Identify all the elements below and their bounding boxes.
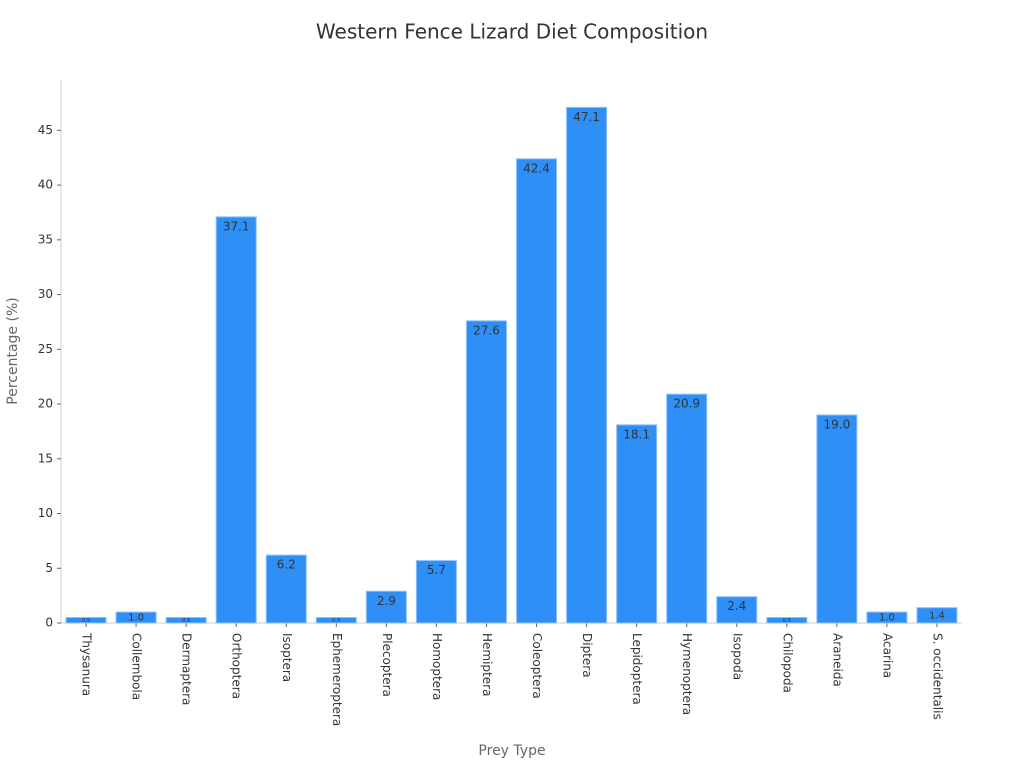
x-tick-label: Plecoptera [380,633,394,697]
value-label: 2.4 [727,599,746,613]
bar [916,607,958,624]
bar [465,320,507,624]
x-tick-label: Lepidoptera [630,633,644,705]
y-tick-label: 30 [38,287,53,301]
x-tick-label: Homoptera [430,633,444,700]
bar [165,617,207,624]
x-tick-label: Dermaptera [180,633,194,705]
x-tick-label: Diptera [580,633,594,678]
y-axis-title: Percentage (%) [5,297,21,404]
x-tick-label: Coleoptera [530,633,544,699]
bar [265,554,307,624]
bar [766,617,808,624]
x-tick-label: Orthoptera [230,633,244,699]
value-label: 47.1 [573,110,600,124]
bar [415,560,457,624]
x-tick-label: Collembola [130,633,144,700]
bar [215,216,257,624]
x-tick-label: Acarina [880,633,894,678]
value-label: 0.5 [332,618,341,624]
y-tick-label: 5 [45,561,53,575]
x-axis-title: Prey Type [478,743,545,759]
value-label: 37.1 [223,219,250,233]
bar [65,617,107,624]
bar [365,590,407,624]
value-label: 0.5 [182,618,191,624]
y-tick-label: 35 [38,232,53,246]
x-tick-label: Hymenoptera [680,633,694,715]
y-tick-label: 40 [38,178,53,192]
bar [616,424,658,624]
y-tick-label: 0 [45,616,53,630]
x-tick-label: Isopoda [730,633,744,680]
bar [666,393,708,624]
value-label: 42.4 [523,161,550,175]
bar [566,106,608,624]
x-tick-label: Hemiptera [480,633,494,696]
y-tick-label: 45 [38,123,53,137]
bar [315,617,357,624]
value-label: 5.7 [427,563,446,577]
value-label: 0.5 [782,618,791,624]
x-tick-label: Isoptera [280,633,294,682]
y-tick-label: 15 [38,451,53,465]
y-tick-label: 10 [38,506,53,520]
value-label: 1.0 [879,613,895,624]
value-label: 19.0 [824,417,851,431]
value-label: 20.9 [673,397,700,411]
value-label: 6.2 [277,558,296,572]
chart-title: Western Fence Lizard Diet Composition [316,20,708,44]
value-label: 2.9 [377,594,396,608]
y-tick-label: 20 [38,397,53,411]
bar [716,596,758,624]
value-label: 18.1 [623,427,650,441]
x-tick-label: Araneida [830,633,844,687]
bar [816,414,858,624]
y-tick-label: 25 [38,342,53,356]
bar [516,158,558,624]
value-label: 27.6 [473,323,500,337]
x-tick-label: Thysanura [80,632,94,696]
value-label: 0.5 [82,618,91,624]
bar [115,611,157,624]
x-tick-label: Ephemeroptera [330,633,344,726]
bar [866,611,908,624]
value-label: 1.4 [929,610,945,621]
x-tick-label: Chilopoda [780,633,794,693]
x-tick-label: S. occidentalis [930,633,944,720]
value-label: 1.0 [128,613,144,624]
